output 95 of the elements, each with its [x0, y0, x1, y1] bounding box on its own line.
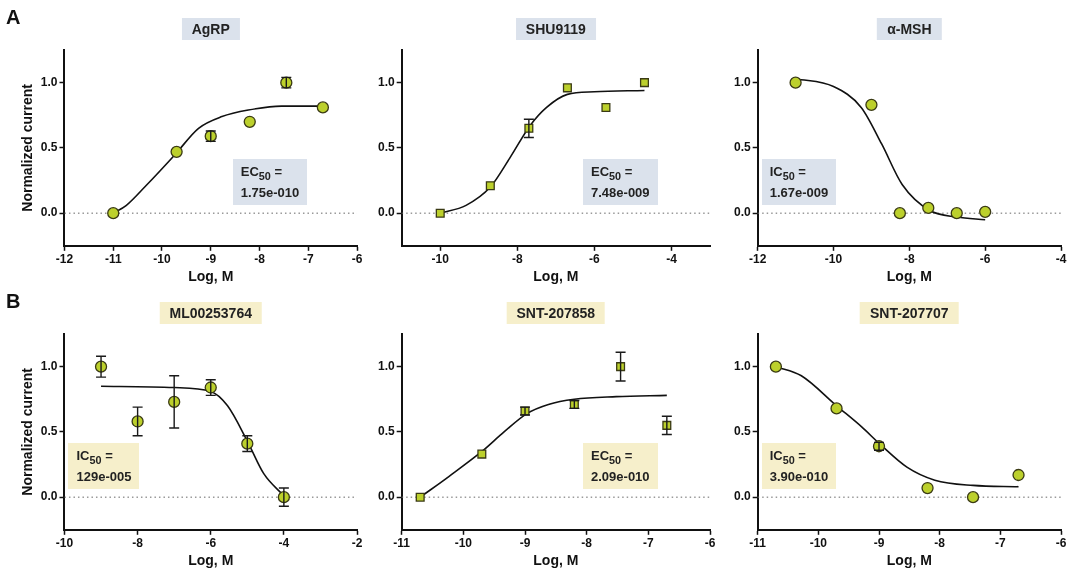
point [415, 492, 425, 502]
x-tick-label: -8 [132, 536, 144, 551]
x-tick-label: -2 [351, 536, 363, 551]
x-axis-title: Log, M [188, 268, 234, 285]
point [789, 76, 802, 89]
y-tick-label: 0.0 [377, 489, 395, 504]
text: A [6, 6, 21, 29]
point [865, 98, 878, 111]
y-tick-label: 0.0 [40, 205, 58, 220]
y-tick-label: 0.0 [40, 489, 58, 504]
point [922, 201, 935, 215]
x-axis-title: Log, M [886, 268, 932, 285]
x-tick-label: -9 [519, 536, 531, 551]
x-tick-label: -6 [205, 536, 217, 551]
x-tick-label: -7 [643, 536, 654, 551]
x-tick-label: -10 [431, 252, 450, 267]
x-tick-label: -11 [393, 536, 411, 551]
x-tick-label: -8 [254, 252, 266, 267]
y-tick-label: 0.5 [377, 424, 395, 439]
x-tick-label: -7 [995, 536, 1006, 551]
x-tick-label: -6 [979, 252, 991, 267]
y-tick-label: 1.0 [377, 358, 395, 373]
x-tick-label: -10 [824, 252, 843, 267]
point [830, 402, 843, 415]
x-tick-label: -6 [589, 252, 601, 267]
x-tick-label: -10 [55, 536, 74, 551]
x-axis-title: Log, M [886, 552, 932, 569]
point [1012, 468, 1025, 482]
x-tick-label: -11 [104, 252, 122, 267]
x-tick-label: -10 [454, 536, 473, 551]
x-tick-label: -4 [666, 252, 678, 267]
point [477, 449, 487, 459]
text: B [6, 290, 21, 313]
annotation: IC$_{50}$ = 1.67e-009 [769, 162, 829, 202]
x-tick-label: -4 [1055, 252, 1067, 267]
point [639, 78, 650, 88]
x-tick-label: -8 [934, 536, 946, 551]
x-axis-title: Log, M [188, 552, 234, 569]
y-tick-label: 0.0 [377, 205, 395, 220]
point [562, 83, 572, 93]
y-tick-label: 0.5 [40, 424, 58, 439]
x-tick-label: -12 [55, 252, 74, 267]
y-tick-label: 0.5 [377, 140, 395, 155]
x-tick-label: -10 [809, 536, 828, 551]
annotation: EC$_{50}$ = 1.75e-010 [240, 162, 300, 202]
chart-title: SNT-207858 [506, 302, 606, 324]
chart-title: SNT-207707 [860, 302, 959, 324]
point [170, 145, 183, 158]
y-tick-label: 0.0 [733, 489, 751, 504]
point [316, 101, 330, 114]
y-tick-label: 0.5 [733, 424, 751, 439]
chart-title: SHU9119 [515, 18, 596, 40]
annotation: EC$_{50}$ = 7.48e-009 [591, 162, 650, 202]
x-tick-label: -9 [873, 536, 885, 551]
point [769, 360, 783, 373]
y-tick-label: 1.0 [733, 74, 751, 89]
point [979, 205, 992, 219]
y-tick-label: 0.5 [733, 140, 751, 155]
x-tick-label: -4 [278, 536, 290, 551]
y-axis-title: Normalized current [19, 83, 36, 212]
chart-title: ML00253764 [159, 302, 262, 324]
x-tick-label: -12 [749, 252, 767, 267]
y-axis-title: Normalized current [19, 367, 36, 496]
x-tick-label: -6 [351, 252, 363, 267]
y-tick-label: 0.5 [40, 140, 58, 155]
annotation: IC$_{50}$ = 3.90e-010 [769, 446, 829, 486]
chart-title: AgRP [181, 18, 240, 40]
x-tick-label: -8 [511, 252, 523, 267]
point [950, 207, 963, 220]
x-tick-label: -8 [581, 536, 593, 551]
x-tick-label: -8 [904, 252, 915, 267]
point [601, 102, 611, 112]
x-tick-label: -9 [205, 252, 217, 267]
y-tick-label: 1.0 [40, 358, 58, 373]
x-axis-title: Log, M [533, 268, 579, 285]
y-tick-label: 1.0 [40, 74, 58, 89]
point [893, 207, 907, 220]
point [435, 208, 445, 218]
annotation: IC$_{50}$ = 129e-005 [76, 446, 132, 486]
y-tick-label: 1.0 [733, 358, 751, 373]
point [966, 491, 980, 504]
x-tick-label: -11 [749, 536, 767, 551]
x-tick-label: -6 [1055, 536, 1067, 551]
point [485, 181, 495, 191]
y-tick-label: 0.0 [733, 205, 751, 220]
point [921, 481, 934, 495]
x-tick-label: -10 [153, 252, 171, 267]
x-tick-label: -7 [302, 252, 314, 267]
point [107, 207, 120, 220]
point [243, 115, 256, 128]
chart-title: α-MSH [877, 18, 942, 40]
annotation: EC$_{50}$ = 2.09e-010 [591, 446, 650, 486]
x-axis-title: Log, M [533, 552, 579, 569]
x-tick-label: -6 [704, 536, 716, 551]
y-tick-label: 1.0 [377, 74, 395, 89]
